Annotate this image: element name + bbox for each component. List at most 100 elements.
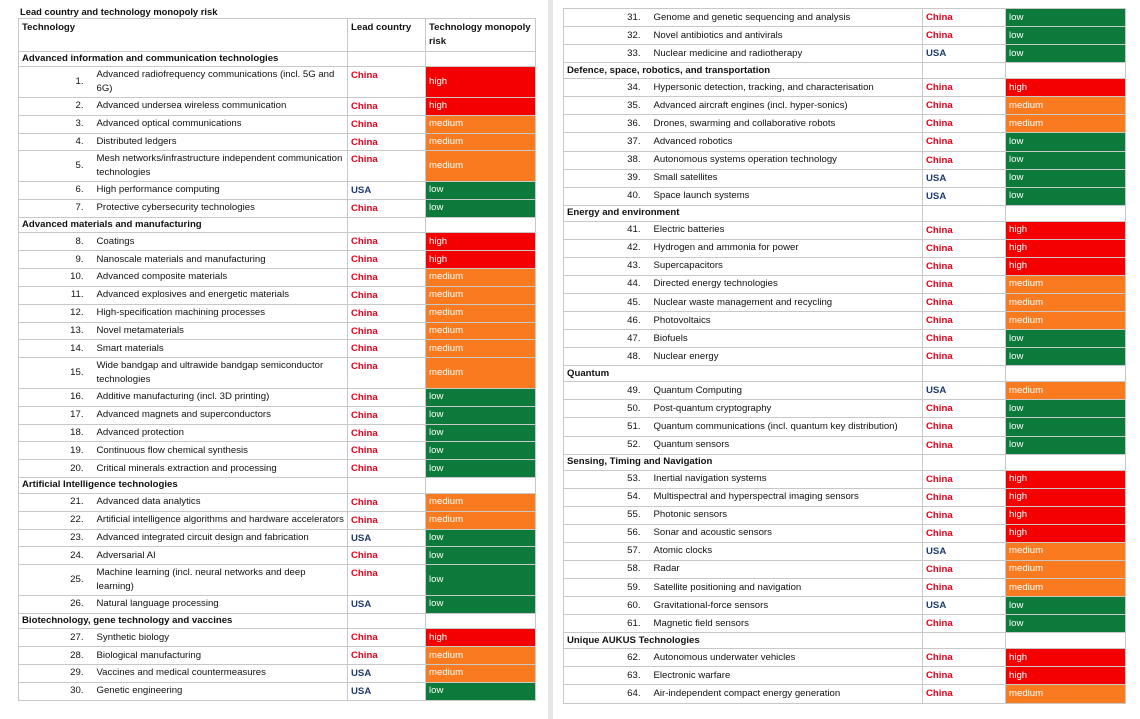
lead-country: China [922, 417, 1006, 437]
item-number: 18. [18, 423, 94, 443]
lead-country: USA [347, 180, 426, 200]
monopoly-risk: medium [425, 664, 536, 683]
item-number: 11. [18, 285, 94, 305]
technology: Advanced explosives and energetic materi… [93, 285, 348, 305]
technology: Space launch systems [650, 186, 923, 206]
item-number: 52. [563, 435, 651, 455]
lead-country: China [922, 487, 1006, 507]
monopoly-risk: medium [1005, 311, 1126, 331]
item-number: 64. [563, 684, 651, 704]
monopoly-risk: medium [1005, 559, 1126, 580]
table-row: 11. Advanced explosives and energetic mat… [18, 285, 536, 305]
table-row: 6. High performance computing USA low [18, 180, 536, 200]
technology: Genome and genetic sequencing and analys… [650, 7, 923, 28]
monopoly-risk: high [1005, 238, 1126, 258]
empty-cell [1005, 632, 1126, 650]
table-row: 39. Small satellites USA low [563, 168, 1126, 188]
table-row: Artificial Intelligence technologies [18, 477, 536, 494]
title: Lead country and technology monopoly ris… [20, 6, 218, 17]
item-number: 62. [563, 648, 651, 668]
lead-country: China [347, 357, 426, 389]
lead-country: China [347, 387, 426, 407]
monopoly-risk: low [425, 198, 536, 218]
lead-country: China [922, 559, 1006, 580]
right-page: 31. Genome and genetic sequencing and ana… [553, 0, 1140, 719]
item-number: 61. [563, 614, 651, 634]
lead-country: China [922, 523, 1006, 543]
table-row: 55. Photonic sensors China high [563, 505, 1126, 525]
table-row: 63. Electronic warfare China high [563, 666, 1126, 686]
item-number: 13. [18, 321, 94, 341]
section-heading: Artificial Intelligence technologies [18, 477, 348, 494]
item-number: 9. [18, 250, 94, 270]
left-table: Technology Lead country Technology monop… [18, 18, 536, 702]
monopoly-risk: medium [425, 303, 536, 323]
empty-cell [1005, 453, 1126, 471]
section-heading: Advanced information and communication t… [18, 50, 348, 68]
table-row: 9. Nanoscale materials and manufacturing C… [18, 250, 536, 270]
empty-cell [425, 612, 536, 630]
monopoly-risk: low [1005, 614, 1126, 634]
table-row: Defence, space, robotics, and transporta… [563, 62, 1126, 80]
lead-country: China [347, 303, 426, 323]
technology: Smart materials [93, 339, 348, 359]
lead-country: China [347, 232, 426, 252]
technology: Continuous flow chemical synthesis [93, 441, 348, 461]
monopoly-risk: high [1005, 487, 1126, 507]
lead-country: China [347, 285, 426, 305]
table-row: 49. Quantum Computing USA medium [563, 381, 1126, 401]
table-row: 34. Hypersonic detection, tracking, and c… [563, 78, 1126, 98]
empty-cell [922, 453, 1006, 471]
table-row: 60. Gravitational-force sensors USA low [563, 596, 1126, 616]
technology: Magnetic field sensors [650, 614, 923, 634]
technology: Inertial navigation systems [650, 469, 923, 489]
monopoly-risk: high [1005, 523, 1126, 543]
technology: Advanced integrated circuit design and f… [93, 528, 348, 548]
item-number: 20. [18, 459, 94, 479]
technology: Advanced magnets and superconductors [93, 405, 348, 425]
item-number: 31. [563, 7, 651, 28]
table-row: Sensing, Timing and Navigation [563, 453, 1126, 471]
technology: Synthetic biology [93, 628, 348, 648]
monopoly-risk: low [425, 681, 536, 702]
item-number: 2. [18, 96, 94, 116]
technology: Quantum sensors [650, 435, 923, 455]
technology: Nuclear energy [650, 347, 923, 367]
empty-cell [425, 50, 536, 68]
monopoly-risk: low [1005, 132, 1126, 152]
monopoly-risk: low [1005, 347, 1126, 367]
technology: Radar [650, 559, 923, 580]
lead-country: China [922, 666, 1006, 686]
item-number: 19. [18, 441, 94, 461]
lead-country: China [922, 7, 1006, 28]
item-number: 45. [563, 292, 651, 313]
monopoly-risk: high [1005, 666, 1126, 686]
table-row: 29. Vaccines and medical countermeasures U… [18, 664, 536, 683]
monopoly-risk: high [1005, 469, 1126, 489]
technology: Natural language processing [93, 594, 348, 614]
technology: Quantum communications (incl. quantum ke… [650, 417, 923, 437]
monopoly-risk: high [1005, 256, 1126, 276]
monopoly-risk: high [425, 232, 536, 252]
technology: Distributed ledgers [93, 132, 348, 152]
lead-country: USA [347, 528, 426, 548]
header: Technology [18, 18, 348, 52]
table-row: Energy and environment [563, 204, 1126, 222]
lead-country: China [922, 311, 1006, 331]
table-row: 16. Additive manufacturing (incl. 3D prin… [18, 387, 536, 407]
table-row: 56. Sonar and acoustic sensors China high [563, 523, 1126, 543]
section-heading: Advanced materials and manufacturing [18, 216, 348, 234]
technology: Biofuels [650, 329, 923, 349]
item-number: 58. [563, 559, 651, 580]
monopoly-risk: medium [425, 132, 536, 152]
table-row: 51. Quantum communications (incl. quantum… [563, 417, 1126, 437]
monopoly-risk: medium [1005, 114, 1126, 134]
item-number: 28. [18, 646, 94, 666]
technology: High performance computing [93, 180, 348, 200]
lead-country: China [347, 66, 426, 98]
lead-country: USA [922, 186, 1006, 206]
empty-cell [425, 216, 536, 234]
technology: Air-independent compact energy generatio… [650, 684, 923, 704]
monopoly-risk: medium [1005, 292, 1126, 313]
technology: Supercapacitors [650, 256, 923, 276]
